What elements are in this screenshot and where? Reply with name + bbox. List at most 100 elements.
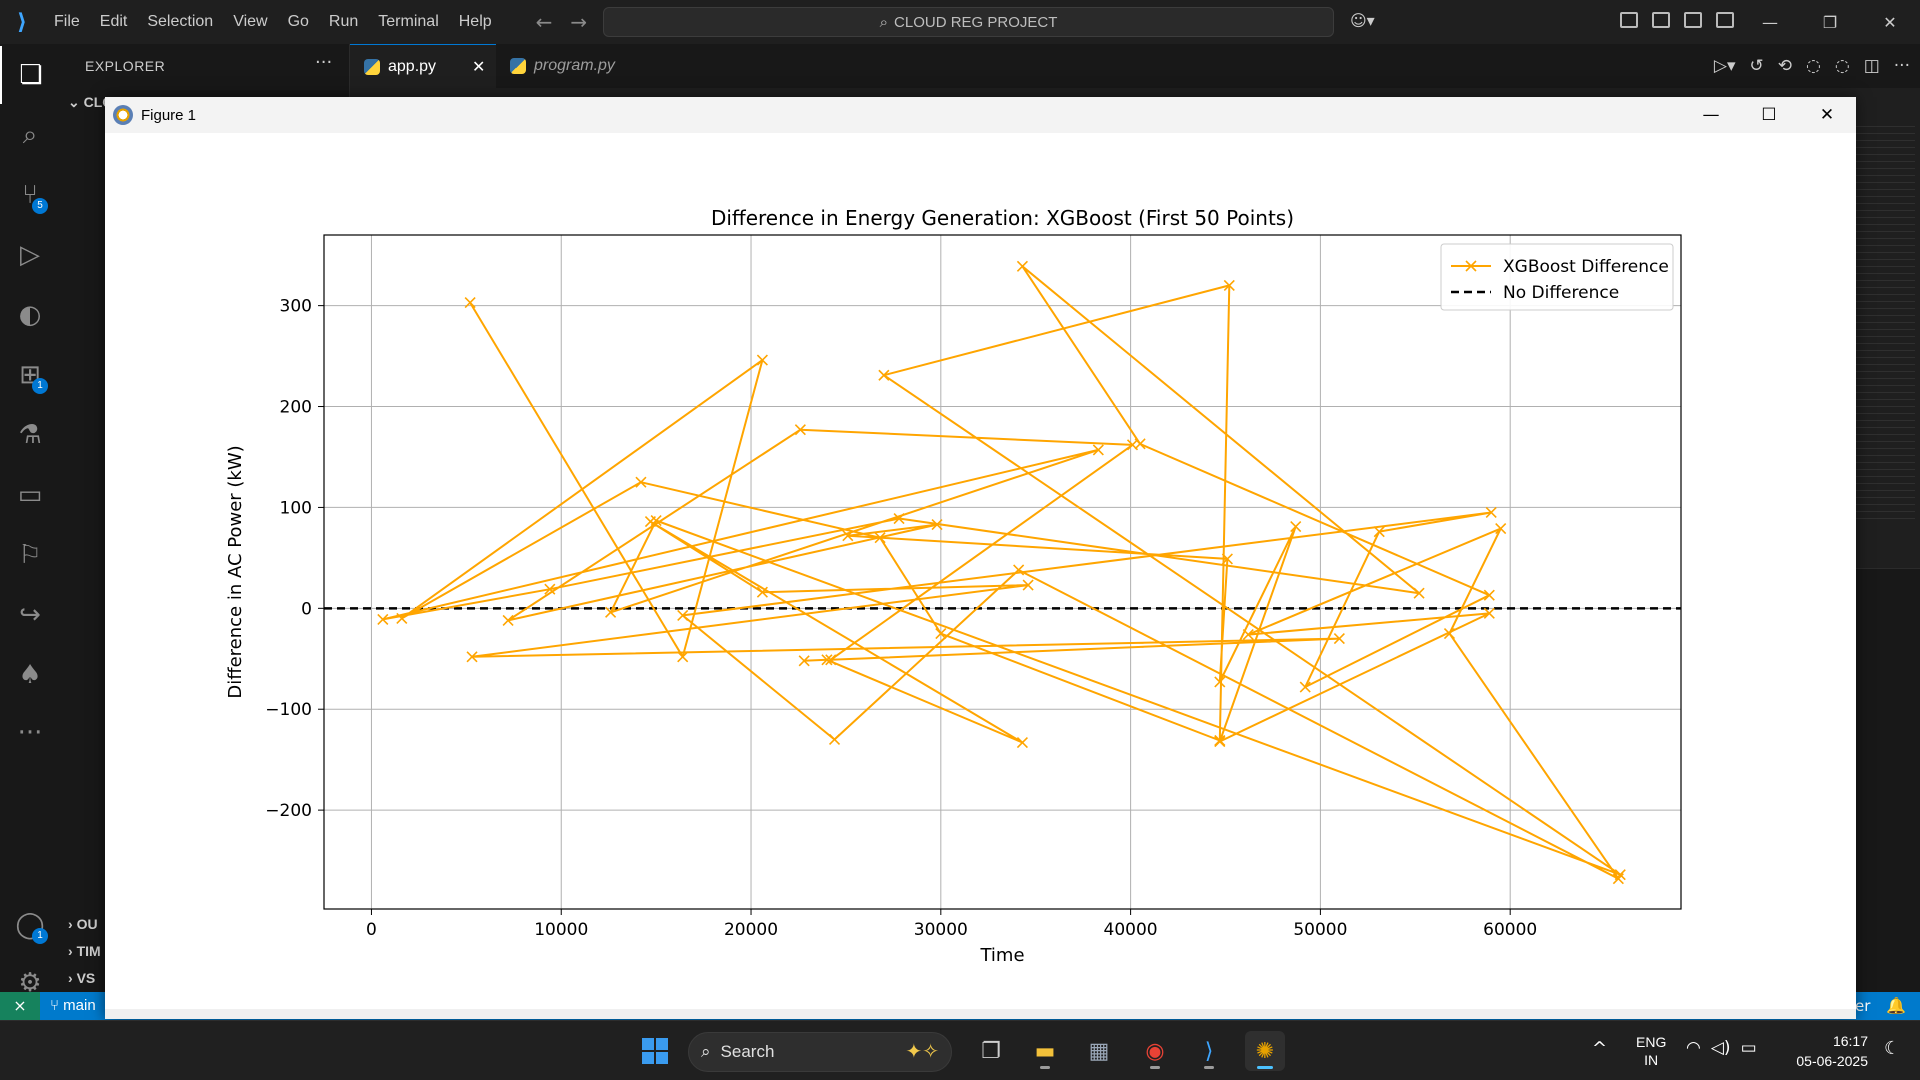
clock-time: 16:17 [1832, 1033, 1868, 1049]
task-view-icon[interactable]: ❐ [981, 1038, 1001, 1064]
bookmark-icon[interactable]: ⚐ [18, 540, 42, 570]
restore-icon[interactable]: ❐ [1822, 12, 1838, 32]
figure-title: Figure 1 [141, 106, 197, 124]
calculator-icon[interactable]: ▦ [1088, 1038, 1110, 1064]
testing-icon[interactable]: ⚗ [18, 420, 42, 450]
status-item[interactable]: er [1855, 997, 1871, 1015]
toggle-panel-icon[interactable] [1684, 12, 1702, 28]
running-indicator [1257, 1066, 1273, 1069]
more-views-icon[interactable]: ··· [17, 718, 43, 748]
data-point-marker [931, 519, 943, 531]
data-point-marker [756, 354, 768, 366]
y-axis-label: Difference in AC Power (kW) [225, 445, 246, 698]
copilot-icon[interactable]: ☺▾ [1350, 11, 1375, 30]
x-axis-label: Time [979, 945, 1024, 966]
more-actions-icon[interactable]: ··· [1893, 56, 1910, 76]
language-code: ENG [1636, 1034, 1667, 1050]
menu-file[interactable]: File [54, 13, 80, 30]
mongodb-leaf-icon[interactable]: ♠ [18, 660, 42, 690]
y-tick-label: 100 [280, 498, 312, 518]
figure-maximize-icon[interactable]: ☐ [1761, 105, 1777, 125]
explorer-more-icon[interactable]: ··· [315, 52, 333, 73]
figure-minimize-icon[interactable]: — [1702, 105, 1720, 125]
settings-gear-icon[interactable]: ⚙ [18, 968, 42, 998]
tab-label: app.py [388, 57, 437, 75]
show-hidden-icons-chevron-icon[interactable]: ^ [1592, 1038, 1608, 1059]
notification-center-icon[interactable]: ☾ [1884, 1038, 1901, 1059]
figure-close-icon[interactable]: ✕ [1819, 105, 1835, 125]
run-debug-icon[interactable]: ▷ [20, 240, 40, 270]
legend-label-no-difference: No Difference [1503, 283, 1619, 303]
volume-icon[interactable]: ◁) [1710, 1038, 1731, 1058]
history-icon[interactable]: ↺ [1749, 56, 1764, 76]
customize-layout-icon[interactable] [1620, 12, 1638, 28]
data-point-marker [1092, 444, 1104, 456]
input-language[interactable]: ENG IN [1636, 1033, 1666, 1069]
tab-label: program.py [534, 57, 615, 74]
minimap[interactable] [1855, 120, 1915, 520]
tab-app-py[interactable]: app.py ✕ [350, 44, 496, 88]
back-arrow-icon[interactable]: ← [535, 10, 553, 34]
menu-edit[interactable]: Edit [99, 13, 128, 30]
live-share-icon[interactable]: ↪ [19, 600, 41, 630]
split-editor-icon[interactable]: ◫ [1863, 56, 1880, 76]
timeline-section[interactable]: › TIM [68, 943, 101, 959]
data-point-marker [1612, 873, 1624, 885]
menu-view[interactable]: View [233, 13, 268, 30]
y-tick-label: 0 [301, 599, 312, 619]
windows-start-icon[interactable] [635, 1031, 675, 1071]
source-control-icon[interactable]: ⑂ 5 [0, 166, 60, 224]
chevron-right-icon: › [68, 943, 73, 959]
chrome-icon[interactable]: ◉ [1135, 1031, 1175, 1071]
forward-arrow-icon[interactable]: → [570, 10, 588, 34]
extensions-icon[interactable]: ⊞ 1 [0, 346, 60, 404]
tab-program-py[interactable]: program.py [496, 44, 646, 88]
explorer-icon[interactable]: ❏ [0, 46, 60, 104]
notifications-bell-icon[interactable]: 🔔 [1886, 996, 1906, 1015]
go-forward-change-icon[interactable]: ◌ [1834, 56, 1850, 76]
data-point-marker [466, 651, 478, 663]
figure-title-bar: Figure 1 — ☐ ✕ [105, 97, 1856, 133]
y-tick-label: −200 [265, 801, 312, 821]
taskbar-search[interactable]: ⌕ Search ✦✧ [688, 1032, 952, 1072]
toggle-secondary-sidebar-icon[interactable] [1716, 12, 1734, 28]
wifi-icon[interactable]: ◠ [1686, 1038, 1701, 1058]
x-tick-label: 10000 [534, 920, 588, 940]
command-center[interactable]: ⌕ CLOUD REG PROJECT [603, 7, 1334, 37]
search-icon[interactable]: ⌕ [22, 119, 38, 150]
battery-icon[interactable]: ▭ [1740, 1038, 1757, 1058]
vs-section[interactable]: › VS [68, 970, 95, 986]
go-back-change-icon[interactable]: ◌ [1806, 56, 1821, 76]
data-point-marker [825, 654, 837, 666]
remote-indicator-icon[interactable]: ⨯ [0, 992, 40, 1020]
compare-icon[interactable]: ⟲ [1777, 56, 1793, 76]
x-tick-label: 40000 [1104, 920, 1158, 940]
system-clock[interactable]: 16:17 05-06-2025 [1786, 1031, 1868, 1071]
menu-selection[interactable]: Selection [147, 13, 214, 30]
menu-run[interactable]: Run [328, 13, 359, 30]
menu-help[interactable]: Help [458, 13, 492, 30]
file-explorer-icon[interactable]: ▬ [1025, 1031, 1065, 1071]
close-icon[interactable]: ✕ [1883, 12, 1897, 32]
data-point-marker [544, 583, 556, 595]
toggle-sidebar-icon[interactable] [1652, 12, 1670, 28]
chat-icon[interactable]: ▭ [17, 480, 43, 510]
vscode-taskbar-icon[interactable]: ⟩ [1189, 1031, 1229, 1071]
menu-go[interactable]: Go [287, 13, 309, 30]
series-layer [377, 260, 1626, 885]
git-branch[interactable]: ⑂ main [50, 997, 96, 1014]
remote-explorer-icon[interactable]: ◐ [18, 300, 42, 330]
matplotlib-taskbar-icon[interactable]: ✺ [1245, 1031, 1285, 1071]
data-point-marker [1242, 628, 1254, 641]
outline-section[interactable]: › OU [68, 916, 98, 932]
x-tick-label: 20000 [724, 920, 778, 940]
data-point-marker [935, 627, 947, 640]
tab-close-icon[interactable]: ✕ [472, 58, 486, 76]
run-python-icon[interactable]: ▷▾ [1713, 56, 1736, 76]
data-point-marker [677, 609, 689, 621]
menu-terminal[interactable]: Terminal [378, 13, 439, 30]
data-point-marker [794, 424, 806, 436]
minimize-icon[interactable]: — [1762, 12, 1778, 32]
accounts-icon[interactable]: ◯ 1 [0, 896, 60, 954]
data-point-marker [1485, 506, 1497, 519]
